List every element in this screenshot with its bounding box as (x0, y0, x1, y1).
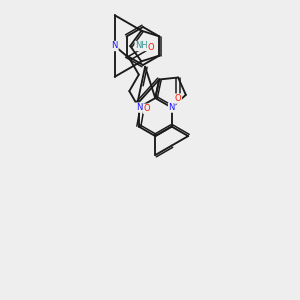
Text: N: N (169, 103, 175, 112)
Text: O: O (143, 104, 150, 113)
Text: O: O (175, 94, 181, 103)
Text: O: O (148, 43, 154, 52)
Text: NH: NH (135, 41, 148, 50)
Text: N: N (112, 41, 118, 50)
Text: N: N (136, 103, 142, 112)
